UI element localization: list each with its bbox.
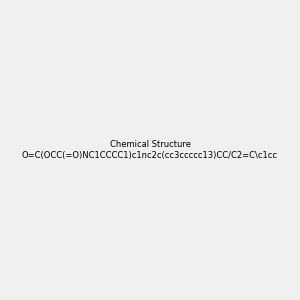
- Text: Chemical Structure
O=C(OCC(=O)NC1CCCC1)c1nc2c(cc3ccccc13)CC/C2=C\c1cc: Chemical Structure O=C(OCC(=O)NC1CCCC1)c…: [22, 140, 278, 160]
